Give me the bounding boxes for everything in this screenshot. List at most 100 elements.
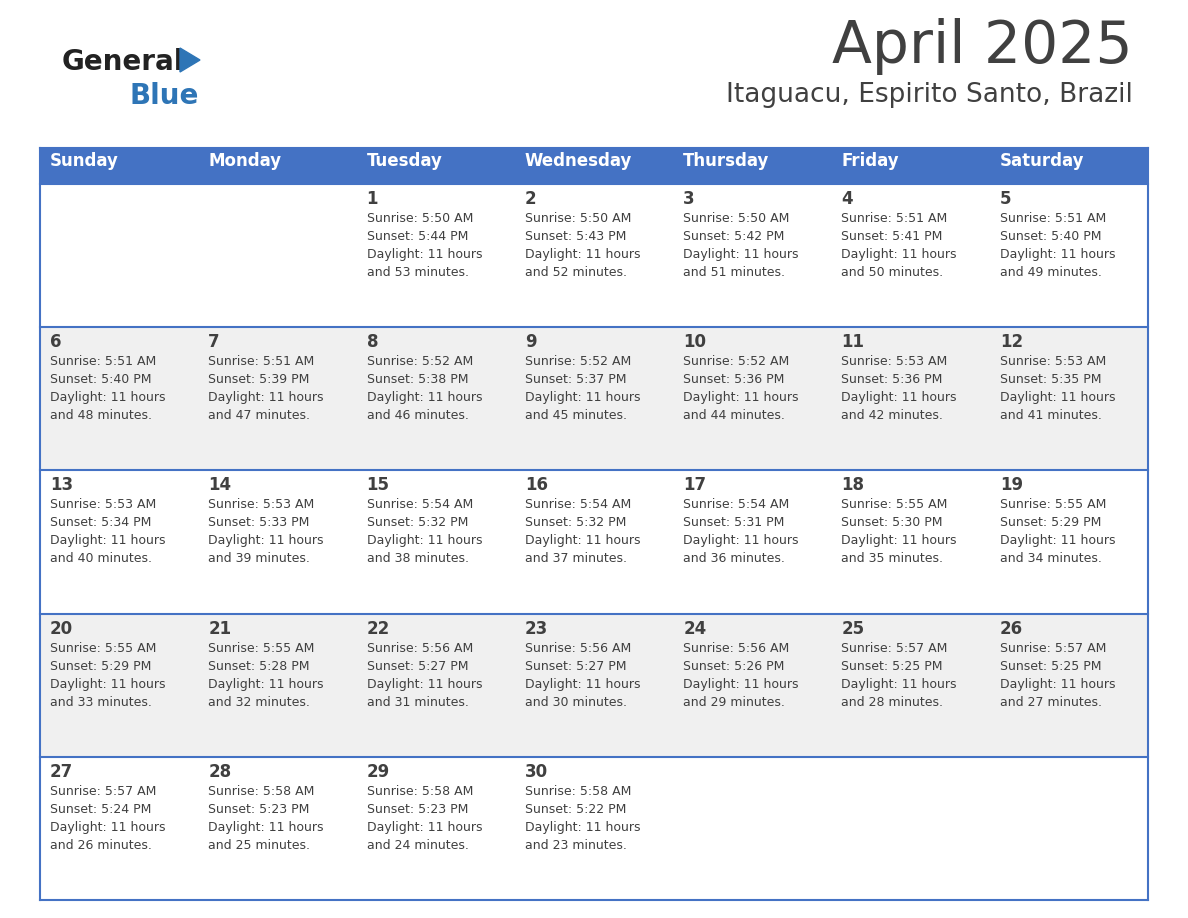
Bar bbox=[514, 613, 674, 756]
Text: Sunset: 5:37 PM: Sunset: 5:37 PM bbox=[525, 374, 626, 386]
Text: and 42 minutes.: and 42 minutes. bbox=[841, 409, 943, 422]
Text: 30: 30 bbox=[525, 763, 548, 781]
Text: Sunrise: 5:55 AM: Sunrise: 5:55 AM bbox=[50, 642, 157, 655]
Text: and 36 minutes.: and 36 minutes. bbox=[683, 553, 785, 565]
Text: Sunrise: 5:58 AM: Sunrise: 5:58 AM bbox=[525, 785, 631, 798]
Text: Daylight: 11 hours: Daylight: 11 hours bbox=[208, 677, 324, 690]
Bar bbox=[198, 470, 356, 613]
Bar bbox=[990, 756, 1148, 900]
Text: 10: 10 bbox=[683, 333, 706, 352]
Text: Sunrise: 5:57 AM: Sunrise: 5:57 AM bbox=[50, 785, 157, 798]
Text: Sunset: 5:24 PM: Sunset: 5:24 PM bbox=[50, 803, 151, 816]
Text: Sunset: 5:43 PM: Sunset: 5:43 PM bbox=[525, 230, 626, 243]
Bar bbox=[990, 327, 1148, 470]
Text: Saturday: Saturday bbox=[1000, 152, 1085, 170]
Text: Wednesday: Wednesday bbox=[525, 152, 632, 170]
Text: Sunrise: 5:52 AM: Sunrise: 5:52 AM bbox=[525, 355, 631, 368]
Text: and 30 minutes.: and 30 minutes. bbox=[525, 696, 627, 709]
Text: Daylight: 11 hours: Daylight: 11 hours bbox=[208, 391, 324, 404]
Bar bbox=[40, 756, 198, 900]
Bar bbox=[198, 613, 356, 756]
Text: and 27 minutes.: and 27 minutes. bbox=[1000, 696, 1101, 709]
Text: Sunset: 5:42 PM: Sunset: 5:42 PM bbox=[683, 230, 784, 243]
Text: Sunset: 5:31 PM: Sunset: 5:31 PM bbox=[683, 517, 784, 530]
Text: Sunset: 5:25 PM: Sunset: 5:25 PM bbox=[841, 660, 943, 673]
Bar bbox=[356, 327, 514, 470]
Text: 16: 16 bbox=[525, 476, 548, 495]
Bar bbox=[674, 756, 832, 900]
Text: and 52 minutes.: and 52 minutes. bbox=[525, 266, 627, 279]
Text: Sunrise: 5:50 AM: Sunrise: 5:50 AM bbox=[367, 212, 473, 225]
Text: 12: 12 bbox=[1000, 333, 1023, 352]
Text: Monday: Monday bbox=[208, 152, 282, 170]
Text: 1: 1 bbox=[367, 190, 378, 208]
Text: Daylight: 11 hours: Daylight: 11 hours bbox=[367, 248, 482, 261]
Text: and 26 minutes.: and 26 minutes. bbox=[50, 839, 152, 852]
Text: Daylight: 11 hours: Daylight: 11 hours bbox=[525, 248, 640, 261]
Text: Daylight: 11 hours: Daylight: 11 hours bbox=[841, 248, 956, 261]
Bar bbox=[990, 613, 1148, 756]
Bar bbox=[832, 148, 990, 184]
Text: and 38 minutes.: and 38 minutes. bbox=[367, 553, 468, 565]
Text: and 29 minutes.: and 29 minutes. bbox=[683, 696, 785, 709]
Text: Sunrise: 5:50 AM: Sunrise: 5:50 AM bbox=[525, 212, 631, 225]
Text: Daylight: 11 hours: Daylight: 11 hours bbox=[683, 248, 798, 261]
Text: 15: 15 bbox=[367, 476, 390, 495]
Text: 29: 29 bbox=[367, 763, 390, 781]
Bar bbox=[40, 148, 198, 184]
Text: 21: 21 bbox=[208, 620, 232, 638]
Bar bbox=[40, 613, 198, 756]
Text: 19: 19 bbox=[1000, 476, 1023, 495]
Text: General: General bbox=[62, 48, 184, 76]
Bar bbox=[990, 148, 1148, 184]
Text: Sunset: 5:26 PM: Sunset: 5:26 PM bbox=[683, 660, 784, 673]
Text: Sunrise: 5:55 AM: Sunrise: 5:55 AM bbox=[1000, 498, 1106, 511]
Text: Daylight: 11 hours: Daylight: 11 hours bbox=[683, 534, 798, 547]
Text: Sunset: 5:28 PM: Sunset: 5:28 PM bbox=[208, 660, 310, 673]
Bar bbox=[356, 613, 514, 756]
Text: Sunset: 5:22 PM: Sunset: 5:22 PM bbox=[525, 803, 626, 816]
Polygon shape bbox=[181, 48, 200, 72]
Bar bbox=[40, 327, 198, 470]
Text: 14: 14 bbox=[208, 476, 232, 495]
Text: Daylight: 11 hours: Daylight: 11 hours bbox=[525, 677, 640, 690]
Text: Sunrise: 5:54 AM: Sunrise: 5:54 AM bbox=[367, 498, 473, 511]
Bar bbox=[514, 184, 674, 327]
Text: Sunset: 5:36 PM: Sunset: 5:36 PM bbox=[683, 374, 784, 386]
Text: 22: 22 bbox=[367, 620, 390, 638]
Bar bbox=[514, 148, 674, 184]
Text: Sunset: 5:35 PM: Sunset: 5:35 PM bbox=[1000, 374, 1101, 386]
Text: and 41 minutes.: and 41 minutes. bbox=[1000, 409, 1101, 422]
Text: 25: 25 bbox=[841, 620, 865, 638]
Text: Daylight: 11 hours: Daylight: 11 hours bbox=[50, 534, 165, 547]
Text: Daylight: 11 hours: Daylight: 11 hours bbox=[208, 821, 324, 834]
Text: Sunset: 5:27 PM: Sunset: 5:27 PM bbox=[525, 660, 626, 673]
Text: Sunrise: 5:51 AM: Sunrise: 5:51 AM bbox=[1000, 212, 1106, 225]
Text: and 40 minutes.: and 40 minutes. bbox=[50, 553, 152, 565]
Text: Sunset: 5:25 PM: Sunset: 5:25 PM bbox=[1000, 660, 1101, 673]
Text: 28: 28 bbox=[208, 763, 232, 781]
Bar bbox=[990, 184, 1148, 327]
Bar bbox=[356, 756, 514, 900]
Text: Sunset: 5:34 PM: Sunset: 5:34 PM bbox=[50, 517, 151, 530]
Bar bbox=[990, 470, 1148, 613]
Text: Sunset: 5:38 PM: Sunset: 5:38 PM bbox=[367, 374, 468, 386]
Text: Sunrise: 5:54 AM: Sunrise: 5:54 AM bbox=[683, 498, 789, 511]
Bar bbox=[832, 756, 990, 900]
Text: Sunrise: 5:51 AM: Sunrise: 5:51 AM bbox=[841, 212, 948, 225]
Text: Sunset: 5:27 PM: Sunset: 5:27 PM bbox=[367, 660, 468, 673]
Text: Daylight: 11 hours: Daylight: 11 hours bbox=[50, 391, 165, 404]
Text: and 51 minutes.: and 51 minutes. bbox=[683, 266, 785, 279]
Text: Daylight: 11 hours: Daylight: 11 hours bbox=[525, 821, 640, 834]
Text: and 23 minutes.: and 23 minutes. bbox=[525, 839, 627, 852]
Text: 5: 5 bbox=[1000, 190, 1011, 208]
Text: Daylight: 11 hours: Daylight: 11 hours bbox=[841, 391, 956, 404]
Text: Daylight: 11 hours: Daylight: 11 hours bbox=[1000, 677, 1116, 690]
Text: Daylight: 11 hours: Daylight: 11 hours bbox=[841, 534, 956, 547]
Text: 13: 13 bbox=[50, 476, 74, 495]
Text: Sunrise: 5:56 AM: Sunrise: 5:56 AM bbox=[367, 642, 473, 655]
Bar bbox=[198, 327, 356, 470]
Text: Sunrise: 5:57 AM: Sunrise: 5:57 AM bbox=[1000, 642, 1106, 655]
Text: Daylight: 11 hours: Daylight: 11 hours bbox=[367, 677, 482, 690]
Text: 6: 6 bbox=[50, 333, 62, 352]
